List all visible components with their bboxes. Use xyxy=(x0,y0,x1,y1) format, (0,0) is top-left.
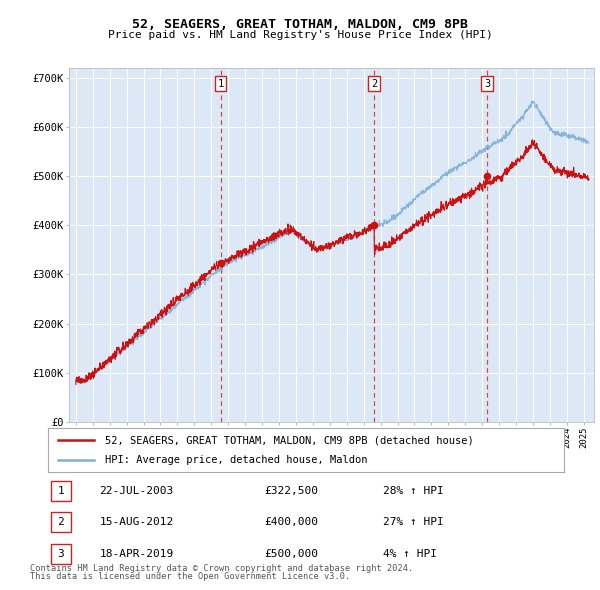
Text: HPI: Average price, detached house, Maldon: HPI: Average price, detached house, Mald… xyxy=(105,455,367,464)
Text: £500,000: £500,000 xyxy=(265,549,319,559)
Text: 1: 1 xyxy=(217,79,224,88)
Text: This data is licensed under the Open Government Licence v3.0.: This data is licensed under the Open Gov… xyxy=(30,572,350,581)
Text: Price paid vs. HM Land Registry's House Price Index (HPI): Price paid vs. HM Land Registry's House … xyxy=(107,30,493,40)
Text: Contains HM Land Registry data © Crown copyright and database right 2024.: Contains HM Land Registry data © Crown c… xyxy=(30,565,413,573)
FancyBboxPatch shape xyxy=(50,512,71,532)
Text: £322,500: £322,500 xyxy=(265,486,319,496)
Text: 3: 3 xyxy=(58,549,64,559)
Text: 15-AUG-2012: 15-AUG-2012 xyxy=(100,517,174,527)
Text: 3: 3 xyxy=(484,79,490,88)
FancyBboxPatch shape xyxy=(50,481,71,501)
Text: 28% ↑ HPI: 28% ↑ HPI xyxy=(383,486,444,496)
Text: 2: 2 xyxy=(58,517,64,527)
Text: 1: 1 xyxy=(58,486,64,496)
Text: 27% ↑ HPI: 27% ↑ HPI xyxy=(383,517,444,527)
Text: 22-JUL-2003: 22-JUL-2003 xyxy=(100,486,174,496)
Text: 18-APR-2019: 18-APR-2019 xyxy=(100,549,174,559)
Text: 4% ↑ HPI: 4% ↑ HPI xyxy=(383,549,437,559)
FancyBboxPatch shape xyxy=(50,543,71,563)
Text: £400,000: £400,000 xyxy=(265,517,319,527)
Text: 52, SEAGERS, GREAT TOTHAM, MALDON, CM9 8PB (detached house): 52, SEAGERS, GREAT TOTHAM, MALDON, CM9 8… xyxy=(105,435,473,445)
Text: 2: 2 xyxy=(371,79,377,88)
Text: 52, SEAGERS, GREAT TOTHAM, MALDON, CM9 8PB: 52, SEAGERS, GREAT TOTHAM, MALDON, CM9 8… xyxy=(132,18,468,31)
